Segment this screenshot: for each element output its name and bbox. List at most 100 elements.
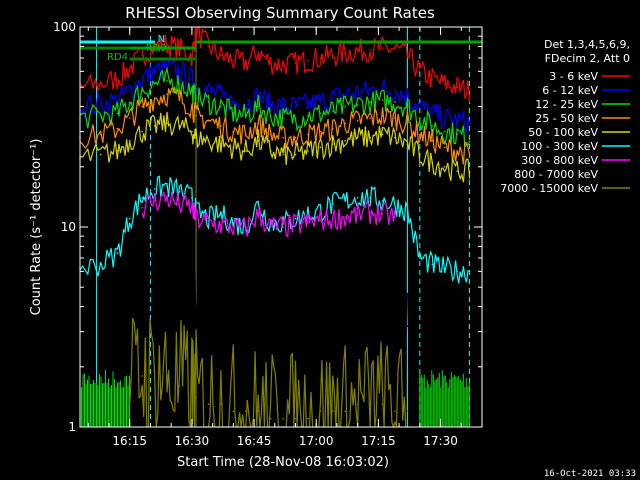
series-6-12-kev xyxy=(79,58,471,135)
data-point-800-7000-kev-8 xyxy=(220,325,222,327)
data-point-50-100-kev-19 xyxy=(319,146,322,149)
x-tick-label-0: 16:15 xyxy=(112,434,147,448)
data-point-50-100-kev-9 xyxy=(195,136,197,139)
data-point-7000-15000-kev-2 xyxy=(153,370,156,373)
data-point-300-800-kev-21 xyxy=(394,216,396,218)
data-point-300-800-kev-6 xyxy=(207,221,210,224)
data-point-100-300-kev-27 xyxy=(419,257,421,259)
data-point-300-800-kev-15 xyxy=(319,219,322,222)
data-point-100-300-kev-7 xyxy=(178,190,181,193)
data-point-6-12-kev-19 xyxy=(319,101,322,104)
data-point-300-800-kev-1 xyxy=(153,200,156,202)
data-point-6-12-kev-7 xyxy=(178,70,181,73)
data-point-3-6-kev-12 xyxy=(232,59,235,62)
data-point-25-50-kev-7 xyxy=(178,97,181,100)
series-line-50-100-kev-0 xyxy=(79,111,471,183)
data-point-6-12-kev-20 xyxy=(332,97,334,100)
data-point-6-12-kev-5 xyxy=(153,70,156,73)
data-point-800-7000-kev-15 xyxy=(307,317,309,319)
data-point-50-100-kev-25 xyxy=(394,136,396,139)
data-point-3-6-kev-21 xyxy=(344,52,347,54)
data-point-12-25-kev-7 xyxy=(178,82,181,85)
data-point-12-25-kev-13 xyxy=(244,114,247,117)
series-line-800-7000-kev-0 xyxy=(129,242,408,385)
chart-title: RHESSI Observing Summary Count Rates xyxy=(125,4,435,22)
data-point-100-300-kev-17 xyxy=(294,217,297,220)
data-point-25-50-kev-21 xyxy=(344,122,347,125)
data-point-6-12-kev-3 xyxy=(128,89,131,92)
data-point-3-6-kev-11 xyxy=(220,54,222,57)
data-point-50-100-kev-28 xyxy=(431,161,434,164)
y-tick-label-0: 1 xyxy=(68,420,76,434)
data-point-300-800-kev-11 xyxy=(269,226,272,228)
data-point-25-50-kev-8 xyxy=(191,105,193,108)
data-point-800-7000-kev-3 xyxy=(166,286,168,289)
data-point-50-100-kev-27 xyxy=(419,153,421,156)
data-point-300-800-kev-13 xyxy=(294,224,297,227)
data-point-12-25-kev-26 xyxy=(406,105,409,108)
data-point-50-100-kev-8 xyxy=(191,130,193,133)
data-point-800-7000-kev-0 xyxy=(128,286,131,289)
data-point-3-6-kev-30 xyxy=(456,86,458,89)
data-point-7000-15000-kev-18 xyxy=(344,410,347,412)
data-point-12-25-kev-17 xyxy=(294,117,297,119)
data-point-800-7000-kev-13 xyxy=(282,343,284,345)
data-point-12-25-kev-10 xyxy=(207,101,210,104)
data-point-300-800-kev-16 xyxy=(332,217,334,220)
data-point-100-300-kev-12 xyxy=(232,221,235,224)
data-point-6-12-kev-27 xyxy=(419,105,421,108)
data-point-300-800-kev-17 xyxy=(344,216,347,218)
legend-label-25-50-kev: 25 - 50 keV xyxy=(535,112,598,125)
series-300-800-kev xyxy=(141,191,396,238)
data-point-50-100-kev-5 xyxy=(153,125,156,127)
data-point-50-100-kev-1 xyxy=(99,153,102,156)
data-point-3-6-kev-13 xyxy=(244,62,247,64)
data-point-25-50-kev-4 xyxy=(141,105,143,108)
data-point-300-800-kev-4 xyxy=(191,206,193,209)
legend-label-12-25-kev: 12 - 25 keV xyxy=(535,98,598,111)
data-point-7000-15000-kev-14 xyxy=(294,417,297,420)
data-point-6-12-kev-13 xyxy=(244,103,247,106)
legend-label-300-800-kev: 300 - 800 keV xyxy=(521,154,598,167)
data-point-3-6-kev-31 xyxy=(468,89,471,92)
series-line-3-6-kev-0 xyxy=(79,25,471,103)
data-point-12-25-kev-27 xyxy=(419,117,421,119)
data-point-800-7000-kev-23 xyxy=(406,325,409,327)
data-point-12-25-kev-23 xyxy=(369,101,371,104)
legend-header-line-0: Det 1,3,4,5,6,9, xyxy=(544,38,630,51)
data-point-12-25-kev-6 xyxy=(166,79,168,82)
x-tick-label-5: 17:30 xyxy=(423,434,458,448)
data-point-25-50-kev-11 xyxy=(220,125,222,127)
data-point-6-12-kev-30 xyxy=(456,119,458,122)
data-point-25-50-kev-18 xyxy=(307,133,309,136)
data-point-100-300-kev-4 xyxy=(141,196,143,199)
data-point-300-800-kev-3 xyxy=(178,203,181,206)
data-point-3-6-kev-23 xyxy=(369,48,371,51)
data-point-3-6-kev-19 xyxy=(319,57,322,59)
data-point-50-100-kev-2 xyxy=(116,150,119,152)
data-point-100-300-kev-23 xyxy=(369,196,371,199)
data-point-300-800-kev-7 xyxy=(220,224,222,227)
data-point-50-100-kev-30 xyxy=(456,170,458,173)
data-point-100-300-kev-28 xyxy=(431,263,434,266)
data-point-7000-15000-kev-22 xyxy=(394,410,396,412)
data-point-12-25-kev-16 xyxy=(282,117,284,119)
axes: 1 10 100 16:15 16:30 16:45 17:00 17:15 17:30 xyxy=(53,20,483,448)
data-point-50-100-kev-7 xyxy=(178,125,181,127)
data-point-12-25-kev-14 xyxy=(257,105,260,108)
legend-label-7000-15000-kev: 7000 - 15000 keV xyxy=(500,182,598,195)
data-point-800-7000-kev-18 xyxy=(344,307,347,310)
data-point-50-100-kev-13 xyxy=(244,150,247,152)
data-point-12-25-kev-28 xyxy=(431,125,434,127)
legend-label-800-7000-kev: 800 - 7000 keV xyxy=(514,168,598,181)
data-point-300-800-kev-5 xyxy=(195,217,197,220)
data-point-25-50-kev-1 xyxy=(99,133,102,136)
data-point-7000-15000-kev-7 xyxy=(207,403,210,406)
series-line-25-50-kev-0 xyxy=(79,86,471,165)
data-point-25-50-kev-12 xyxy=(232,130,235,133)
data-point-7000-15000-kev-15 xyxy=(307,417,309,420)
data-point-50-100-kev-14 xyxy=(257,139,260,142)
data-point-800-7000-kev-19 xyxy=(356,310,359,312)
data-point-6-12-kev-16 xyxy=(282,105,284,108)
